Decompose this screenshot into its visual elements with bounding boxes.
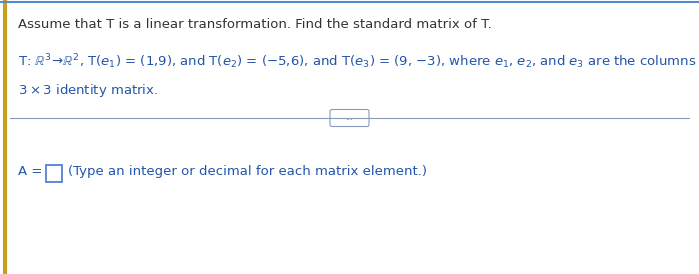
FancyBboxPatch shape — [330, 110, 369, 127]
Text: T: $\mathbb{R}^3$$\!\rightarrow\!\mathbb{R}^2$, T$(e_1)$ = (1,9), and T$(e_2)$ =: T: $\mathbb{R}^3$$\!\rightarrow\!\mathbb… — [18, 52, 699, 71]
Text: ...: ... — [345, 113, 354, 122]
Text: $3\times3$ identity matrix.: $3\times3$ identity matrix. — [18, 82, 158, 99]
Text: (Type an integer or decimal for each matrix element.): (Type an integer or decimal for each mat… — [68, 165, 427, 178]
Text: Assume that T is a linear transformation. Find the standard matrix of T.: Assume that T is a linear transformation… — [18, 18, 492, 31]
FancyBboxPatch shape — [46, 165, 62, 182]
Text: A =: A = — [18, 165, 47, 178]
